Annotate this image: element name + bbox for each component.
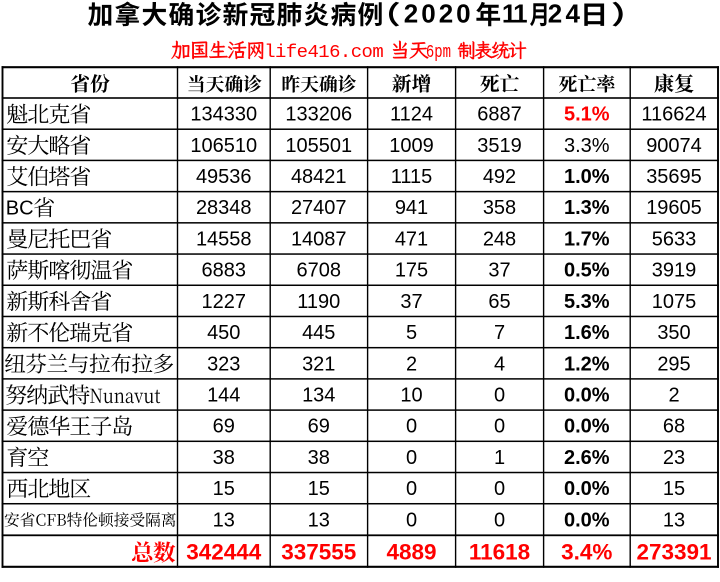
- svg-text:106510: 106510: [190, 135, 257, 157]
- svg-text:69: 69: [308, 416, 330, 438]
- svg-text:35695: 35695: [646, 166, 702, 188]
- svg-text:1227: 1227: [202, 291, 247, 313]
- svg-text:0: 0: [406, 478, 417, 500]
- svg-text:133206: 133206: [285, 104, 352, 126]
- svg-text:0: 0: [406, 509, 417, 531]
- svg-text:1.7%: 1.7%: [564, 228, 610, 250]
- svg-text:2: 2: [668, 385, 679, 407]
- svg-text:2.6%: 2.6%: [564, 447, 610, 469]
- svg-text:5633: 5633: [652, 228, 697, 250]
- svg-text:5: 5: [406, 322, 417, 344]
- svg-text:11618: 11618: [469, 539, 530, 564]
- svg-text:941: 941: [395, 197, 428, 219]
- svg-text:13: 13: [308, 509, 330, 531]
- svg-text:0: 0: [406, 447, 417, 469]
- svg-text:3919: 3919: [652, 260, 697, 282]
- svg-text:2020: 2020: [404, 0, 474, 29]
- svg-text:3.4%: 3.4%: [561, 539, 612, 564]
- svg-text:134330: 134330: [190, 104, 257, 126]
- svg-text:342444: 342444: [186, 539, 262, 564]
- svg-text:90074: 90074: [646, 135, 702, 157]
- svg-text:19605: 19605: [646, 197, 702, 219]
- svg-text:15: 15: [213, 478, 235, 500]
- svg-text:0: 0: [494, 416, 505, 438]
- svg-text:24: 24: [548, 0, 583, 29]
- svg-text:350: 350: [657, 322, 690, 344]
- svg-text:248: 248: [483, 228, 516, 250]
- svg-text:48421: 48421: [291, 166, 347, 188]
- svg-text:337555: 337555: [281, 539, 356, 564]
- svg-text:65: 65: [488, 291, 510, 313]
- svg-text:1.2%: 1.2%: [564, 353, 610, 375]
- svg-text:3.3%: 3.3%: [564, 135, 610, 157]
- svg-text:1: 1: [494, 447, 505, 469]
- svg-text:273391: 273391: [636, 539, 711, 564]
- svg-text:BC: BC: [6, 198, 34, 220]
- svg-text:68: 68: [663, 416, 685, 438]
- svg-text:14558: 14558: [196, 228, 252, 250]
- svg-text:38: 38: [308, 447, 330, 469]
- svg-text:0.0%: 0.0%: [564, 385, 610, 407]
- svg-text:323: 323: [207, 353, 240, 375]
- svg-text:2: 2: [406, 353, 417, 375]
- svg-text:15: 15: [308, 478, 330, 500]
- svg-text:295: 295: [657, 353, 690, 375]
- svg-text:1075: 1075: [652, 291, 697, 313]
- svg-text:1124: 1124: [390, 104, 433, 126]
- svg-text:471: 471: [395, 228, 428, 250]
- svg-text:450: 450: [207, 322, 240, 344]
- svg-text:0.5%: 0.5%: [564, 260, 610, 282]
- svg-text:6887: 6887: [477, 104, 522, 126]
- svg-text:105501: 105501: [285, 135, 352, 157]
- svg-text:445: 445: [302, 322, 335, 344]
- svg-text:175: 175: [395, 260, 428, 282]
- svg-text:6883: 6883: [202, 260, 247, 282]
- svg-text:0.0%: 0.0%: [564, 478, 610, 500]
- svg-text:492: 492: [483, 166, 516, 188]
- svg-text:144: 144: [207, 385, 240, 407]
- svg-text:3519: 3519: [477, 135, 522, 157]
- svg-text:life416.com: life416.com: [264, 41, 383, 63]
- svg-text:13: 13: [213, 509, 235, 531]
- svg-text:1.6%: 1.6%: [564, 322, 610, 344]
- svg-text:4: 4: [494, 353, 505, 375]
- svg-text:27407: 27407: [291, 197, 347, 219]
- svg-text:7: 7: [494, 322, 505, 344]
- svg-text:0: 0: [494, 509, 505, 531]
- svg-text:15: 15: [663, 478, 685, 500]
- svg-text:358: 358: [483, 197, 516, 219]
- svg-text:49536: 49536: [196, 166, 252, 188]
- svg-text:6pm: 6pm: [426, 41, 451, 63]
- svg-text:1.3%: 1.3%: [564, 197, 610, 219]
- svg-text:116624: 116624: [641, 104, 706, 126]
- svg-text:0: 0: [406, 416, 417, 438]
- svg-text:13: 13: [663, 509, 685, 531]
- svg-text:28348: 28348: [196, 197, 252, 219]
- svg-text:1009: 1009: [389, 135, 434, 157]
- svg-text:37: 37: [488, 260, 510, 282]
- svg-text:321: 321: [302, 353, 335, 375]
- svg-text:10: 10: [400, 385, 422, 407]
- svg-text:0.0%: 0.0%: [564, 416, 610, 438]
- svg-text:38: 38: [213, 447, 235, 469]
- svg-text:0: 0: [494, 385, 505, 407]
- svg-text:1.0%: 1.0%: [564, 166, 610, 188]
- svg-text:1190: 1190: [297, 291, 340, 313]
- svg-text:0: 0: [494, 478, 505, 500]
- svg-text:6708: 6708: [297, 260, 342, 282]
- svg-text:5.1%: 5.1%: [564, 104, 610, 126]
- svg-text:69: 69: [213, 416, 235, 438]
- svg-text:23: 23: [663, 447, 685, 469]
- svg-text:11: 11: [502, 0, 527, 29]
- svg-text:134: 134: [302, 385, 335, 407]
- svg-text:14087: 14087: [291, 228, 347, 250]
- svg-text:5.3%: 5.3%: [564, 291, 610, 313]
- svg-text:4889: 4889: [386, 539, 436, 564]
- svg-text:1115: 1115: [391, 166, 433, 188]
- svg-text:0.0%: 0.0%: [564, 509, 610, 531]
- svg-text:37: 37: [400, 291, 422, 313]
